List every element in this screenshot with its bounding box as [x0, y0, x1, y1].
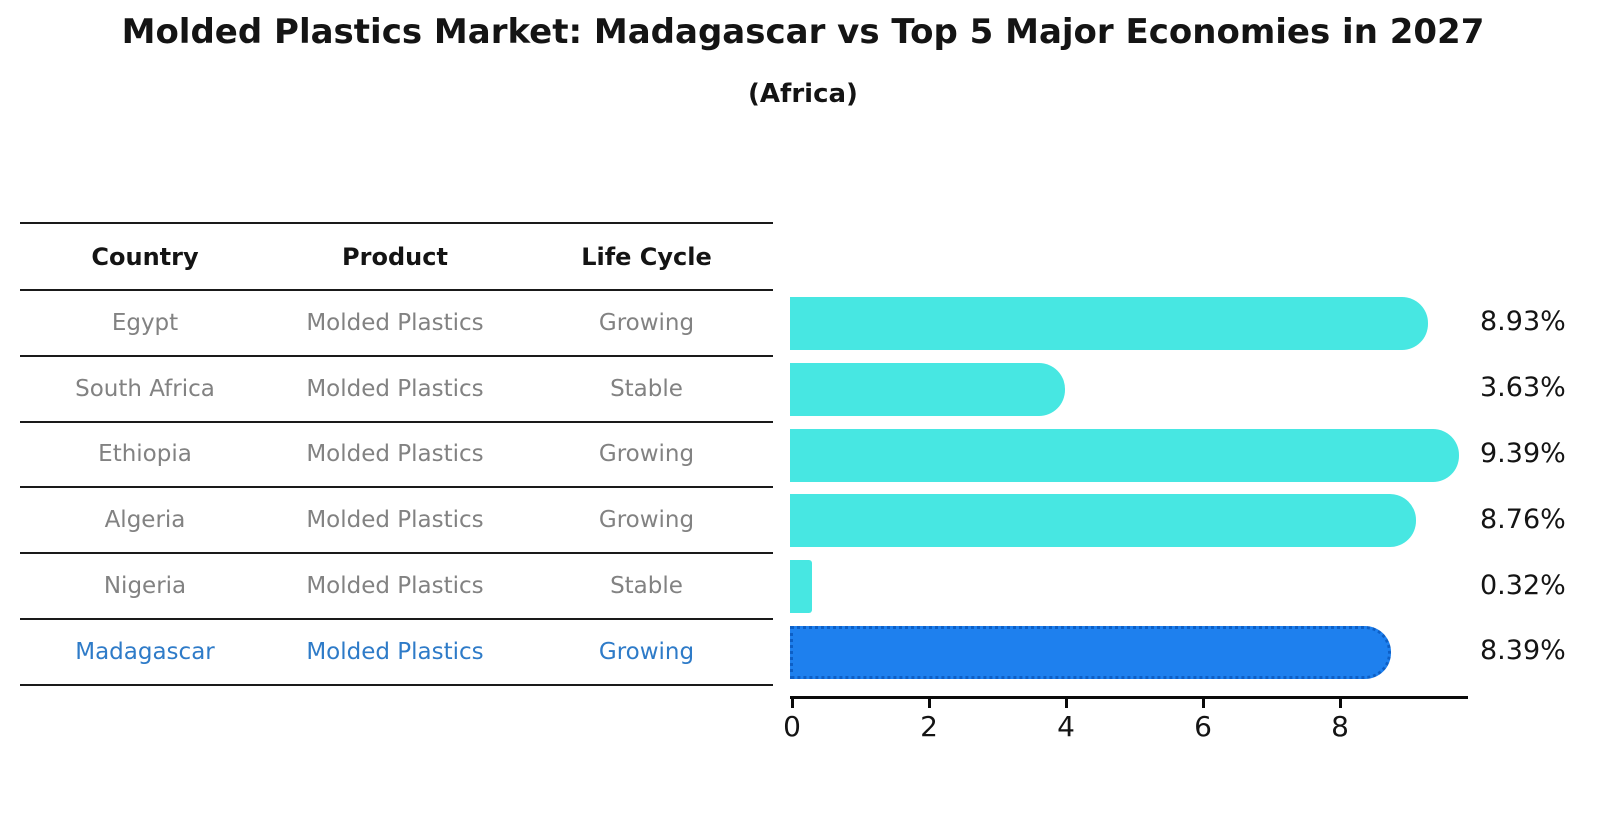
- bar-ethiopia: [790, 428, 1460, 482]
- table-header-row: Country Product Life Cycle: [20, 224, 773, 291]
- table-cell-life-cycle: Growing: [598, 309, 695, 336]
- table-row: Algeria Molded Plastics Growing: [20, 488, 773, 555]
- x-axis-tick-label: 8: [1331, 710, 1349, 743]
- x-axis: 0 2 4 6 8: [783, 696, 1468, 746]
- table-cell-country: Egypt: [111, 309, 179, 336]
- bar-value-label: 0.32%: [1480, 569, 1566, 601]
- bar-value-labels: 8.93% 3.63% 9.39% 8.76% 0.32% 8.39%: [1480, 289, 1606, 696]
- x-axis-line: [790, 696, 1468, 699]
- bar-value-label: 8.39%: [1480, 635, 1566, 667]
- table-body: Egypt Molded Plastics Growing South Africa M…: [20, 291, 773, 686]
- table-cell-product: Molded Plastics: [306, 441, 484, 468]
- page-subtitle: (Africa): [748, 79, 858, 109]
- bar-value-label: 8.93%: [1480, 306, 1566, 338]
- table-cell-product: Molded Plastics: [306, 309, 484, 336]
- table-cell-country: South Africa: [75, 375, 215, 402]
- bar-chart-plot-area: [790, 289, 1470, 696]
- table-cell-country: Algeria: [104, 507, 186, 534]
- table-cell-country: Madagascar: [75, 638, 215, 665]
- bar-nigeria: [790, 560, 812, 614]
- column-header-country: Country: [91, 242, 199, 271]
- table-row: South Africa Molded Plastics Stable: [20, 357, 773, 423]
- table-cell-life-cycle: Stable: [610, 573, 683, 600]
- table-cell-life-cycle: Stable: [610, 375, 683, 402]
- table-cell-country: Nigeria: [103, 573, 187, 600]
- x-axis-tick-label: 6: [1194, 710, 1212, 743]
- bar-value-label: 3.63%: [1480, 372, 1566, 404]
- table-cell-product: Molded Plastics: [306, 573, 484, 600]
- bar-south-africa: [790, 362, 1065, 416]
- page-title: Molded Plastics Market: Madagascar vs To…: [121, 12, 1485, 52]
- table-cell-product: Molded Plastics: [306, 638, 484, 665]
- x-axis-tick-mark: [1064, 696, 1068, 708]
- bar-algeria: [790, 494, 1417, 548]
- table-row: Egypt Molded Plastics Growing: [20, 291, 773, 357]
- x-axis-tick-label: 4: [1057, 710, 1075, 743]
- table-cell-life-cycle: Growing: [598, 638, 695, 665]
- table-cell-country: Ethiopia: [98, 441, 192, 468]
- table-cell-life-cycle: Growing: [598, 441, 695, 468]
- table-row: Ethiopia Molded Plastics Growing: [20, 423, 773, 489]
- column-header-product: Product: [342, 242, 448, 271]
- table-cell-life-cycle: Growing: [598, 507, 695, 534]
- table-cell-product: Molded Plastics: [306, 375, 484, 402]
- bar-madagascar: [790, 626, 1391, 679]
- x-axis-tick-label: 2: [920, 710, 938, 743]
- x-axis-tick-mark: [927, 696, 931, 708]
- x-axis-tick-mark: [1201, 696, 1205, 708]
- bar-value-label: 8.76%: [1480, 503, 1566, 535]
- table-row: Madagascar Molded Plastics Growing: [20, 620, 773, 686]
- table-cell-product: Molded Plastics: [306, 507, 484, 534]
- table-row: Nigeria Molded Plastics Stable: [20, 554, 773, 620]
- bar-value-label: 9.39%: [1480, 437, 1566, 469]
- bar-egypt: [790, 297, 1428, 350]
- x-axis-tick-mark: [1338, 696, 1342, 708]
- column-header-life-cycle: Life Cycle: [581, 242, 712, 271]
- x-axis-tick-label: 0: [783, 710, 801, 743]
- x-axis-tick-mark: [790, 696, 794, 708]
- country-table: Country Product Life Cycle Egypt Molded P…: [20, 222, 773, 686]
